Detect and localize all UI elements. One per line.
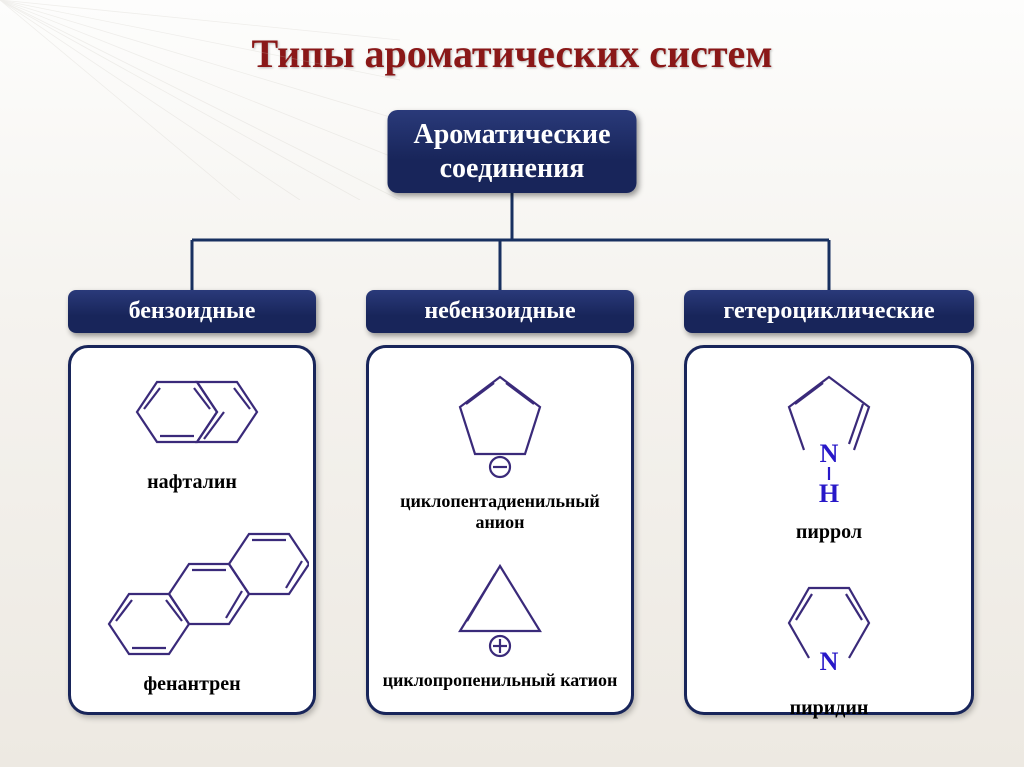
examples-benzoid: нафталин фенантрен <box>68 345 316 715</box>
label-phenanthrene: фенантрен <box>79 673 305 696</box>
label-naphthalene: нафталин <box>79 471 305 494</box>
root-node: Ароматические соединения <box>388 110 637 193</box>
mol-naphthalene <box>107 362 277 462</box>
category-nonbenzoid: небензоидные <box>366 290 634 333</box>
page-title: Типы ароматических систем <box>0 0 1024 77</box>
mol-pyridine: N <box>759 558 899 688</box>
svg-text:H: H <box>819 479 839 508</box>
category-heterocyclic: гетероциклические <box>684 290 974 333</box>
label-pyridine: пиридин <box>695 697 963 720</box>
root-label-1: Ароматические <box>414 119 611 150</box>
category-benzoid: бензоидные <box>68 290 316 333</box>
svg-text:N: N <box>820 647 839 676</box>
label-cypro-cation: циклопропенильный катион <box>377 670 623 691</box>
mol-pyrrole: N H <box>759 362 899 512</box>
mol-cypro-cation <box>440 551 560 661</box>
examples-nonbenzoid: циклопентадиенильный анион циклопропенил… <box>366 345 634 715</box>
mol-phenanthrene <box>79 504 309 664</box>
label-pyrrole: пиррол <box>695 521 963 544</box>
label-cp-anion: циклопентадиенильный анион <box>377 491 623 533</box>
svg-text:N: N <box>820 439 839 468</box>
root-label-2: соединения <box>440 153 585 184</box>
examples-heterocyclic: N H пиррол N пиридин <box>684 345 974 715</box>
mol-cp-anion <box>430 362 570 482</box>
